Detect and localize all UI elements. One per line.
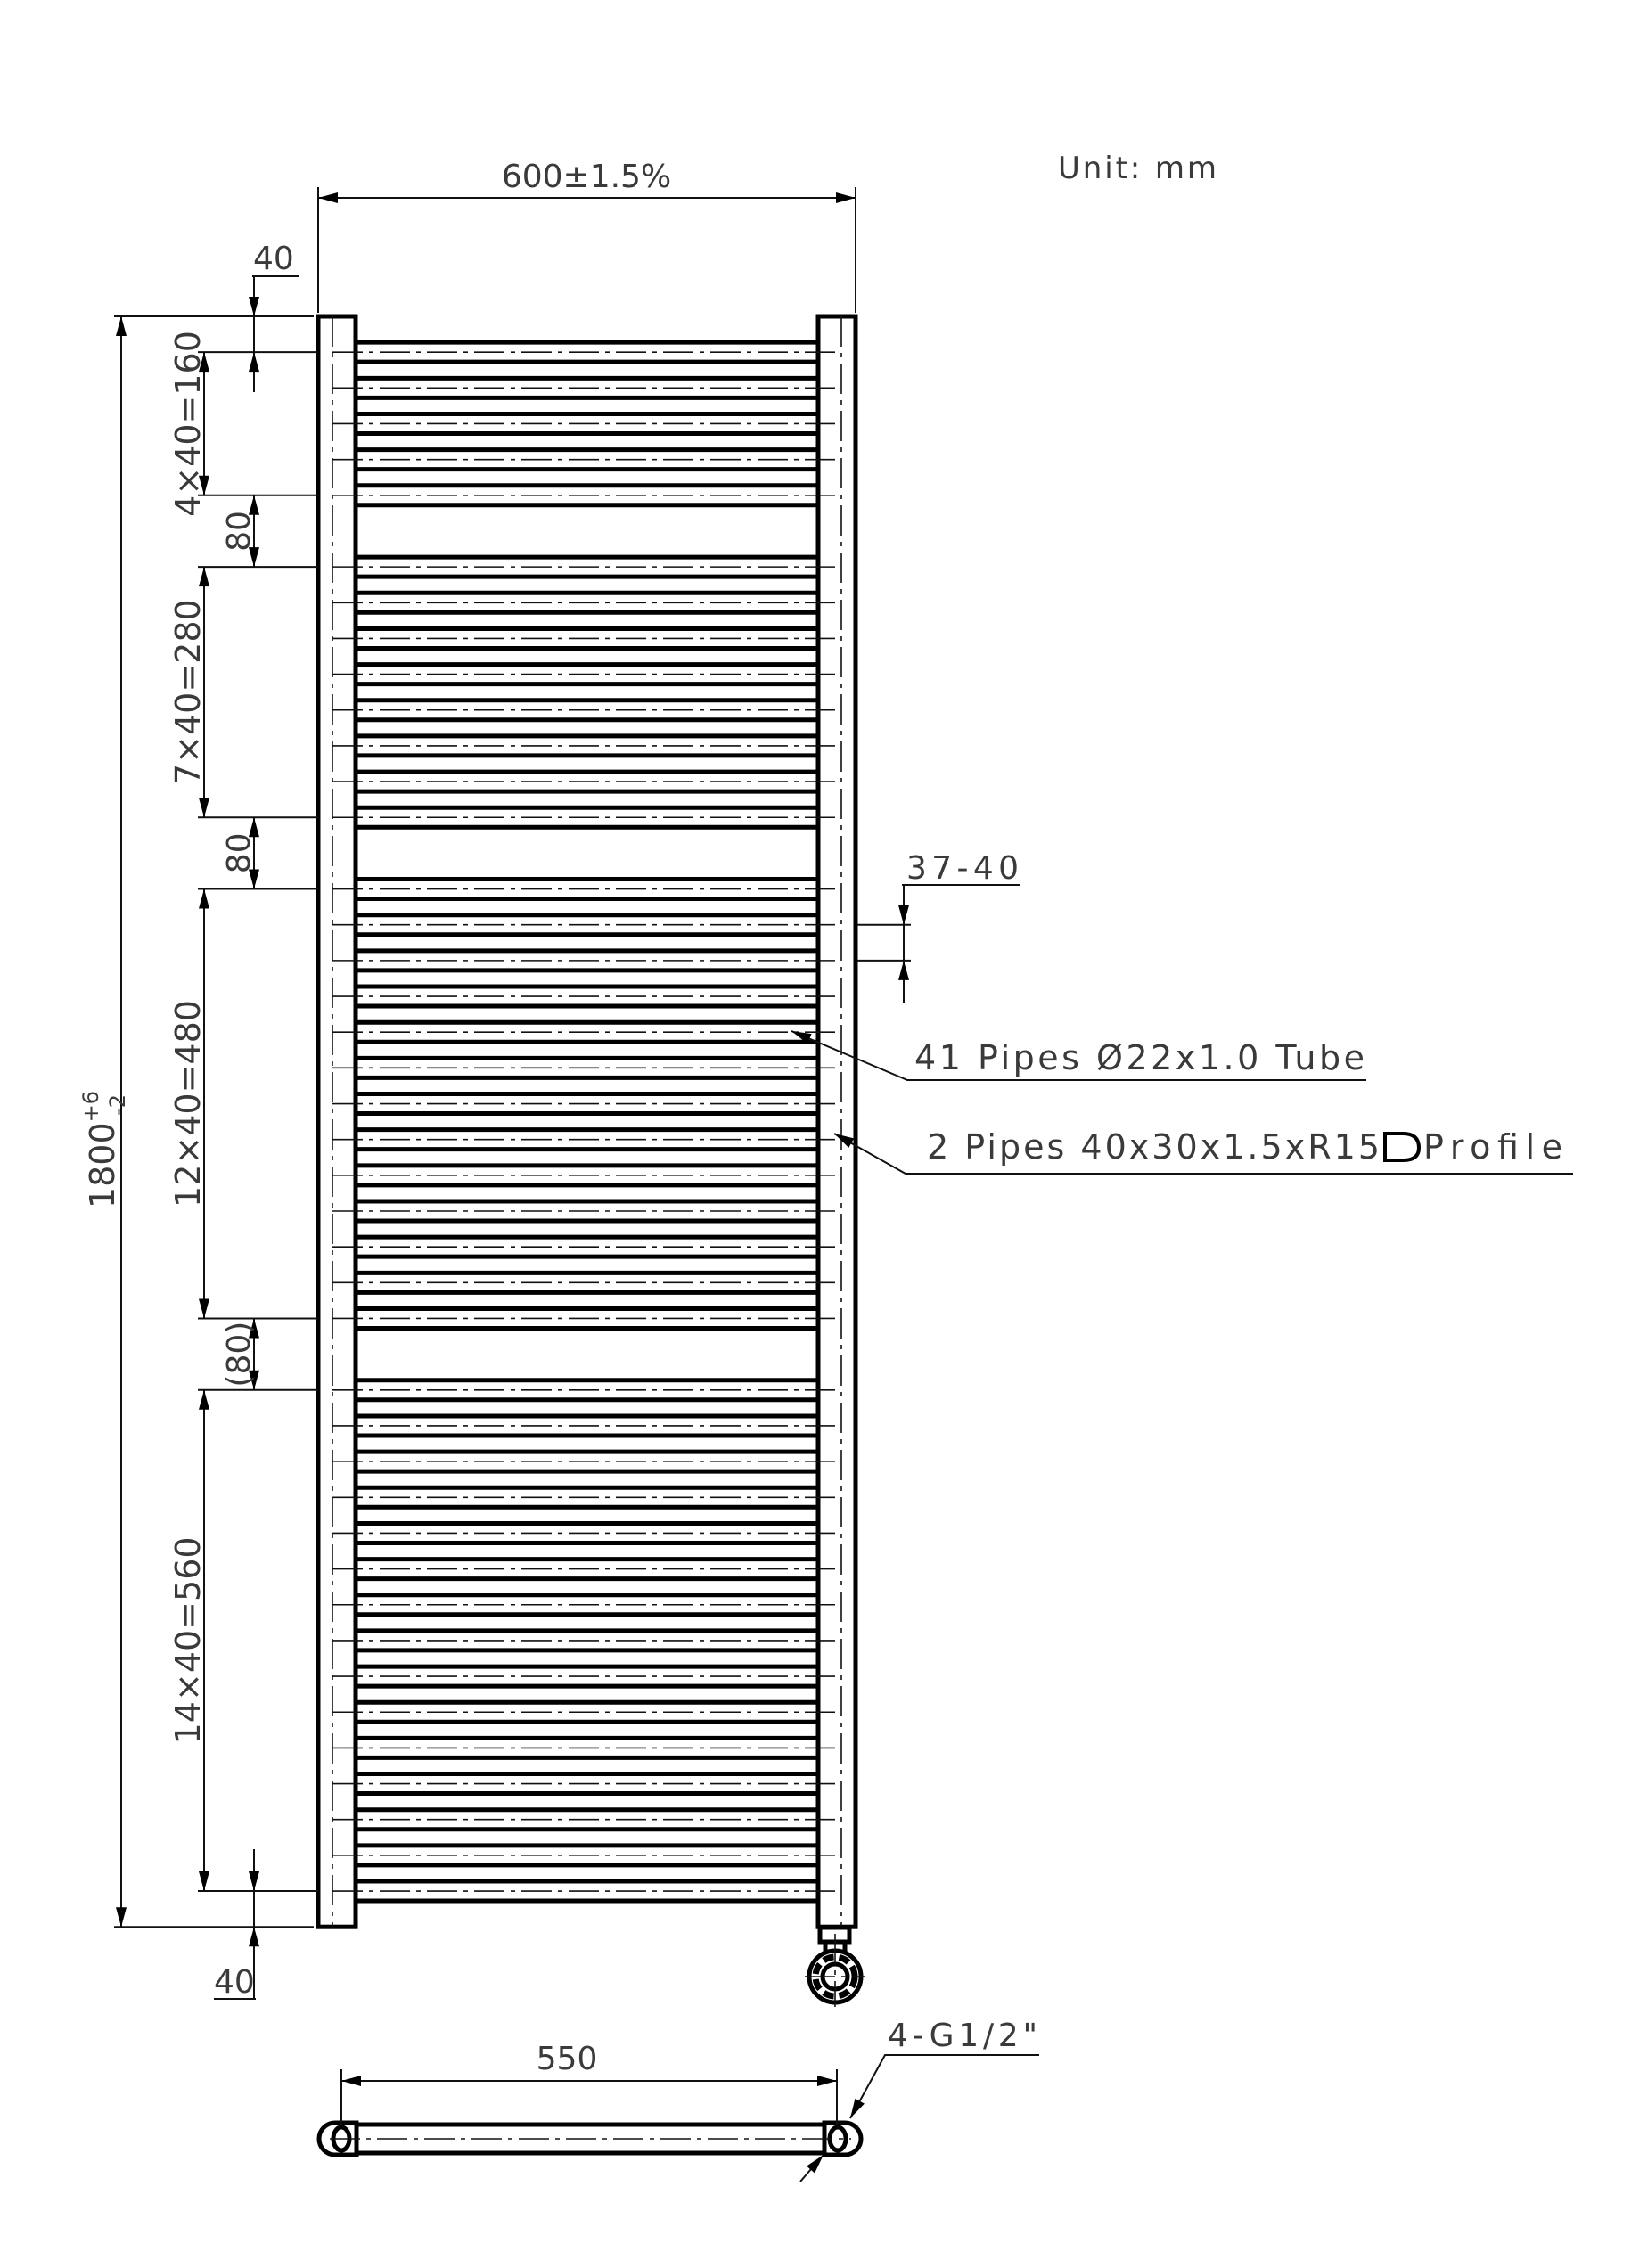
pipe-group-label: 7×40=280 [168,599,208,785]
arrowhead [249,869,259,889]
arrowhead [249,1927,259,1947]
connection-label: 4-G1/2" [888,2018,1037,2054]
lower-tolerance: -2 [105,1094,130,1116]
height-dimension-label: 1800+6-2 [78,1091,130,1208]
tube-callout-leader [791,1030,1366,1081]
profile-callout-suffix: Profile [1423,1127,1562,1167]
arrowhead [249,495,259,515]
profile-callout-leader [833,1133,1573,1175]
bottom-offset-label: 40 [214,1964,255,2001]
arrowhead [199,888,209,909]
arrowhead [341,2076,361,2086]
height-value: 1800 [83,1122,122,1208]
upper-tolerance: +6 [78,1091,103,1122]
arrowhead [249,1370,259,1390]
arrowhead [807,2155,824,2174]
arrowhead [116,316,127,336]
arrowhead [791,1031,812,1044]
gap-label: 80 [221,832,258,873]
arrowhead [318,192,338,203]
pipe-group-label: 4×40=160 [168,331,208,517]
pipe-pitch-label: 37-40 [906,850,1019,887]
arrowhead [817,2076,837,2086]
top-offset-label: 40 [253,241,294,277]
pipe-group-labels: 4×40=160 80 7×40=280 80 12×40=480 (80) 14×40=5… [168,331,258,1744]
arrowhead [199,1298,209,1319]
arrowhead [249,547,259,568]
tube-callout: 41 Pipes Ø22x1.0 Tube [914,1038,1365,1077]
arrowhead [249,352,259,373]
left-vertical-profile [316,314,358,1929]
arrowhead [249,1318,259,1339]
arrowhead [199,1871,209,1892]
arrowhead [116,1907,127,1928]
bottom-view-left-boss [316,2120,359,2157]
arrowhead [249,1871,259,1892]
arrowhead [199,1389,209,1410]
arrowhead [898,960,909,980]
arrowhead [199,475,209,495]
right-vertical-profile [816,314,858,1929]
arrowhead [850,2098,865,2118]
arrowhead [199,798,209,818]
pipe-group-label: 14×40=560 [168,1536,208,1744]
arrowhead [249,817,259,838]
width-dimension-label: 600±1.5% [502,159,671,195]
arrowhead [836,192,856,203]
centre-distance-label: 550 [537,2041,598,2077]
arrowhead [249,297,259,316]
unit-label: Unit: mm [1058,151,1217,186]
arrowhead [199,352,209,373]
arrowhead [199,567,209,587]
gap-label: 80 [221,511,258,552]
connection-leader [849,2054,1039,2119]
pipe-group-label: 12×40=480 [168,1000,208,1208]
bottom-view-right-boss [822,2120,864,2157]
gap-label: (80) [221,1322,258,1388]
profile-callout: 2 Pipes 40x30x1.5xR15 [927,1127,1380,1167]
drawing-geometry [114,187,1573,2182]
arrowhead [834,1134,855,1148]
arrowhead [898,905,909,925]
d-profile-icon [1383,1132,1422,1162]
